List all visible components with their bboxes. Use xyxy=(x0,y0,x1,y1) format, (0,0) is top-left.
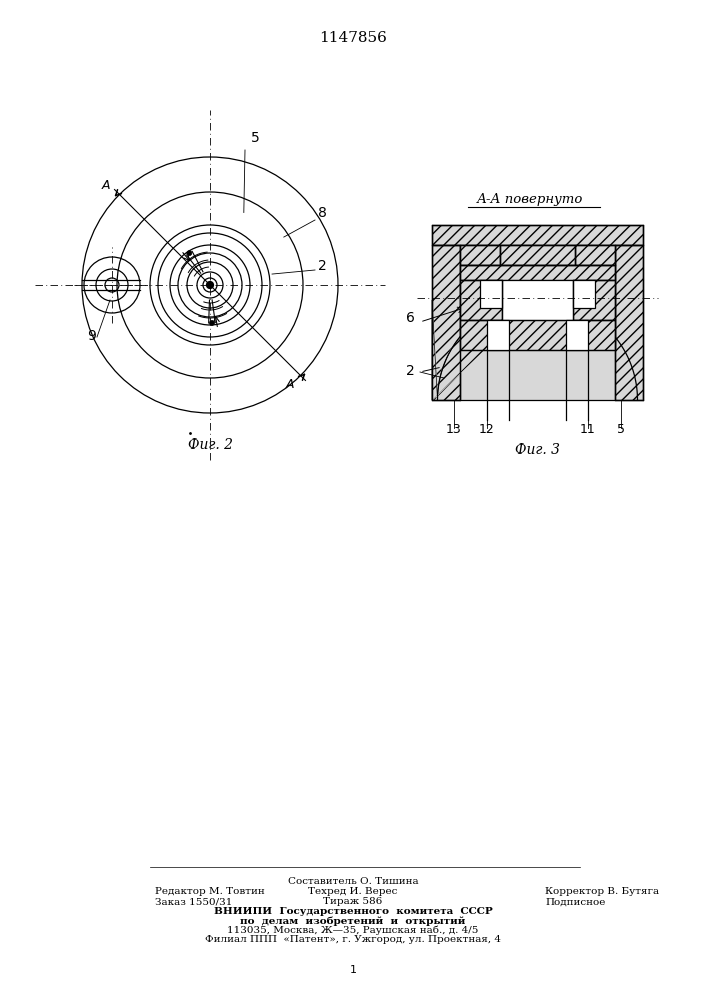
Bar xyxy=(460,320,615,350)
Bar xyxy=(460,265,615,280)
Text: Корректор В. Бутяга: Корректор В. Бутяга xyxy=(545,888,659,896)
Bar xyxy=(615,245,643,400)
Text: Фиг. 2: Фиг. 2 xyxy=(187,438,233,452)
Text: Составитель О. Тишина: Составитель О. Тишина xyxy=(288,878,419,886)
Text: 2: 2 xyxy=(406,364,414,378)
Text: Техред И. Верес: Техред И. Верес xyxy=(308,888,397,896)
Bar xyxy=(575,245,615,265)
Text: 1: 1 xyxy=(349,965,356,975)
Bar xyxy=(480,280,502,308)
Bar xyxy=(500,245,575,265)
Text: 5: 5 xyxy=(617,423,625,436)
Bar xyxy=(460,280,502,320)
Text: Заказ 1550/31: Заказ 1550/31 xyxy=(155,898,233,906)
PathPatch shape xyxy=(432,300,537,400)
Bar xyxy=(432,225,643,245)
Text: по  делам  изобретений  и  открытий: по делам изобретений и открытий xyxy=(240,916,466,926)
Bar xyxy=(502,280,573,320)
Bar xyxy=(500,245,575,265)
Bar xyxy=(432,245,460,400)
Text: А: А xyxy=(102,179,110,192)
Circle shape xyxy=(206,282,214,288)
Circle shape xyxy=(209,320,214,325)
Polygon shape xyxy=(432,300,643,400)
Text: 1147856: 1147856 xyxy=(319,31,387,45)
Bar xyxy=(487,320,509,350)
Text: Подписное: Подписное xyxy=(545,898,605,906)
Bar xyxy=(460,265,615,350)
Text: 12: 12 xyxy=(479,423,495,436)
Bar xyxy=(460,280,502,320)
Bar xyxy=(460,320,615,350)
Text: 2: 2 xyxy=(317,259,327,273)
Text: 6: 6 xyxy=(406,311,414,325)
Text: А: А xyxy=(286,378,294,391)
Text: Фиг. 3: Фиг. 3 xyxy=(515,443,560,457)
Bar xyxy=(573,280,615,320)
Text: А-А повернуто: А-А повернуто xyxy=(477,194,583,207)
Bar xyxy=(566,320,588,350)
Text: Редактор М. Товтин: Редактор М. Товтин xyxy=(155,888,264,896)
Text: ВНИИПИ  Государственного  комитета  СССР: ВНИИПИ Государственного комитета СССР xyxy=(214,908,492,916)
Text: 9: 9 xyxy=(88,329,96,343)
Bar xyxy=(500,245,575,265)
Text: 11: 11 xyxy=(580,423,596,436)
Bar xyxy=(575,245,615,265)
Text: 113035, Москва, Ж—35, Раушская наб., д. 4/5: 113035, Москва, Ж—35, Раушская наб., д. … xyxy=(228,925,479,935)
Bar xyxy=(460,265,615,280)
Bar xyxy=(432,245,460,400)
Bar xyxy=(573,280,595,308)
Text: 5: 5 xyxy=(250,131,259,145)
Text: Филиал ППП  «Патент», г. Ужгород, ул. Проектная, 4: Филиал ППП «Патент», г. Ужгород, ул. Про… xyxy=(205,934,501,944)
Polygon shape xyxy=(432,300,537,400)
Bar xyxy=(460,245,500,265)
Bar xyxy=(432,225,643,245)
Bar xyxy=(615,245,643,400)
Bar xyxy=(460,245,500,265)
Circle shape xyxy=(187,251,192,256)
Text: 8: 8 xyxy=(317,206,327,220)
Text: Тираж 586: Тираж 586 xyxy=(323,898,382,906)
Bar xyxy=(573,280,615,320)
Text: 13: 13 xyxy=(446,423,462,436)
